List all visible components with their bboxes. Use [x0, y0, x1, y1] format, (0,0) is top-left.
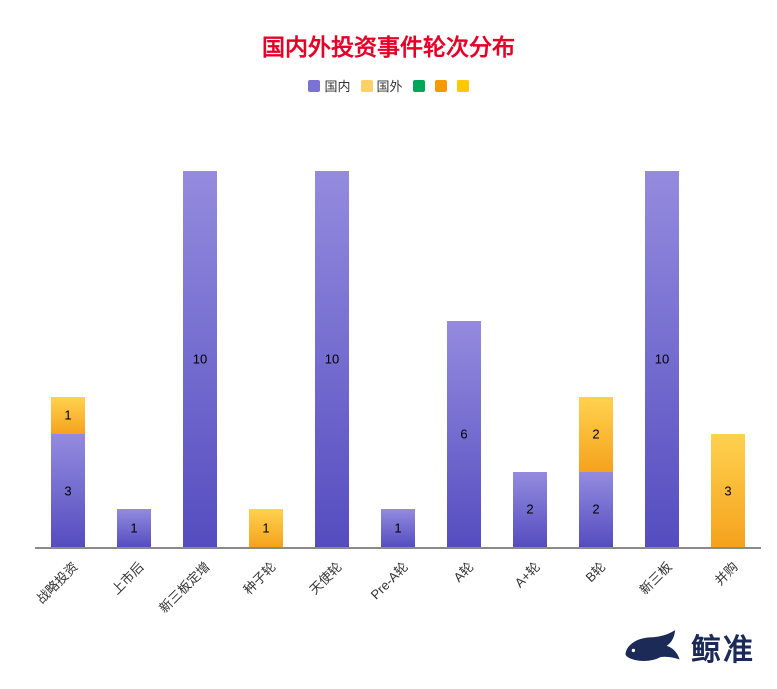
bar-segment-国外[interactable]: 2	[579, 396, 613, 472]
bar-column-新三板: 10 新三板	[629, 118, 695, 597]
bar-segment-国外[interactable]: 1	[249, 509, 283, 547]
bar-value-label: 10	[324, 351, 340, 367]
brand-name: 鲸准	[691, 634, 755, 667]
bar-column-A+轮: 2 A+轮	[497, 118, 563, 590]
legend-swatch	[412, 79, 425, 92]
bar-segment-国内[interactable]: 1	[381, 509, 415, 547]
stacked-bar: 10	[315, 171, 349, 547]
bar-column-并购: 3 并购	[695, 118, 761, 588]
bar-segment-国外[interactable]: 3	[711, 434, 745, 547]
x-axis-label: 天使轮	[306, 559, 345, 598]
legend-label: 国内	[324, 79, 351, 94]
bar-segment-国内[interactable]: 1	[117, 509, 151, 547]
stacked-bar: 2	[513, 471, 547, 547]
whale-logo-icon	[625, 630, 680, 661]
x-axis-label: A轮	[450, 559, 477, 586]
stacked-bar: 3	[711, 434, 745, 547]
bar-column-A轮: 6 A轮	[431, 118, 497, 585]
stacked-bar: 6	[447, 321, 481, 547]
stacked-bar: 10	[645, 171, 679, 547]
bar-value-label: 10	[192, 351, 208, 367]
legend-swatch	[360, 79, 373, 92]
bar-column-上市后: 1 上市后	[101, 118, 167, 597]
legend-label: 国外	[376, 79, 403, 94]
plot-area: 31战略投资1上市后10新三板定增01种子轮10天使轮1Pre-A轮6A轮2A+…	[33, 118, 761, 616]
bar-segment-国内[interactable]: 6	[447, 321, 481, 547]
bar-value-label: 3	[64, 483, 72, 499]
x-axis-label: B轮	[582, 559, 609, 586]
bar-value-label: 1	[64, 407, 72, 423]
bar-segment-国外[interactable]: 1	[51, 396, 85, 435]
bar-value-label: 1	[262, 520, 270, 536]
x-axis-label: Pre-A轮	[367, 559, 411, 603]
x-axis-label: 新三板	[636, 559, 675, 598]
stacked-bar: 1	[117, 509, 151, 547]
bar-value-label: 2	[526, 501, 534, 517]
bar-value-label: 3	[724, 483, 732, 499]
bar-segment-国内[interactable]: 10	[645, 171, 679, 547]
stacked-bar: 1	[381, 509, 415, 547]
stacked-bar: 10	[183, 171, 217, 547]
bar-column-战略投资: 3 1 战略投资	[33, 118, 101, 607]
x-axis-label: 战略投资	[33, 559, 81, 607]
legend-swatch	[456, 79, 469, 92]
bar-value-label: 1	[130, 520, 138, 536]
bar-value-label: 10	[654, 351, 670, 367]
x-axis-label: 种子轮	[240, 559, 279, 598]
x-axis-label: 上市后	[108, 559, 147, 598]
legend-item-extra-2[interactable]	[412, 79, 425, 92]
stacked-bar: 01	[249, 509, 283, 547]
bar-column-Pre-A轮: 1 Pre-A轮	[365, 118, 431, 602]
bar-column-种子轮: 01 种子轮	[233, 118, 299, 597]
bar-value-label: 6	[460, 426, 468, 442]
bar-segment-国内[interactable]: 3	[51, 434, 85, 547]
bar-segment-国内[interactable]: 2	[513, 471, 547, 547]
x-axis-label: A+轮	[511, 559, 543, 591]
legend-item-国内[interactable]: 国内	[308, 76, 351, 95]
bar-column-新三板定增: 10 新三板定增	[156, 118, 233, 616]
legend-item-extra-4[interactable]	[456, 79, 469, 92]
bar-segment-国内[interactable]: 2	[579, 471, 613, 547]
bar-segment-国内[interactable]: 10	[315, 171, 349, 547]
bar-column-B轮: 2 2 B轮	[563, 118, 629, 585]
legend-swatch	[434, 79, 447, 92]
chart-title: 国内外投资事件轮次分布	[262, 34, 515, 60]
legend-item-国外[interactable]: 国外	[360, 76, 403, 95]
x-axis-label: 并购	[711, 559, 741, 589]
brand-watermark: 鲸准	[621, 625, 755, 669]
bar-value-label: 1	[394, 520, 402, 536]
legend-swatch	[308, 79, 321, 92]
bar-value-label: 2	[592, 426, 600, 442]
bar-value-label: 2	[592, 501, 600, 517]
legend-item-extra-3[interactable]	[434, 79, 447, 92]
bar-segment-国内[interactable]: 10	[183, 171, 217, 547]
bar-column-天使轮: 10 天使轮	[299, 118, 365, 597]
x-axis-label: 新三板定增	[156, 559, 213, 616]
legend: 国内 国外	[0, 76, 777, 95]
